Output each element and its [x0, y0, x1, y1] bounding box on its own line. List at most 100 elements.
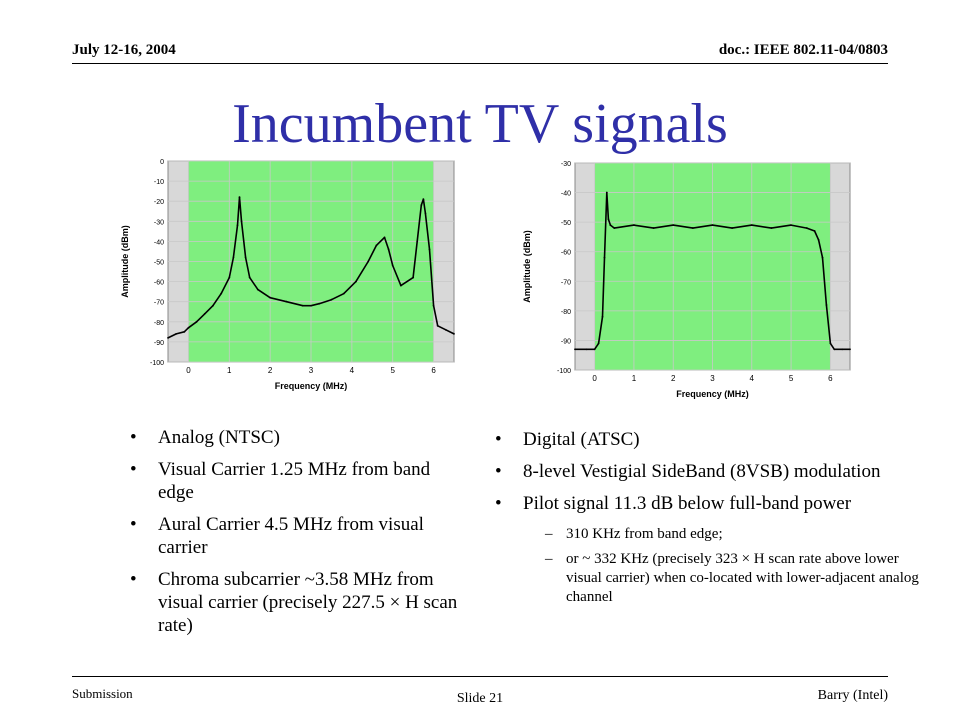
x-tick-label: 6	[431, 366, 436, 375]
bullet-item: Chroma subcarrier ~3.58 MHz from visual …	[128, 568, 463, 637]
y-tick-label: -60	[561, 250, 571, 257]
x-axis-label: Frequency (MHz)	[676, 389, 749, 399]
data-point	[367, 260, 370, 263]
data-point	[310, 304, 312, 307]
data-point	[175, 332, 178, 335]
data-point	[383, 236, 386, 239]
y-axis-label: Amplitude (dBm)	[120, 225, 130, 298]
sub-bullet-item: or ~ 332 KHz (precisely 323 × H scan rat…	[523, 550, 923, 607]
y-tick-label: -40	[154, 239, 164, 246]
data-point	[436, 324, 439, 327]
data-point	[391, 264, 394, 267]
data-point	[420, 204, 423, 207]
data-point	[711, 224, 714, 226]
y-tick-label: -30	[154, 219, 164, 226]
data-point	[183, 330, 186, 333]
y-tick-label: -100	[557, 368, 571, 375]
data-point	[422, 198, 425, 201]
y-tick-label: -60	[154, 280, 164, 287]
data-point	[672, 224, 675, 226]
data-point	[813, 230, 816, 232]
x-tick-label: 4	[350, 366, 355, 375]
data-point	[849, 348, 851, 351]
footer-author: Barry (Intel)	[817, 688, 888, 703]
y-tick-label: -40	[561, 191, 571, 198]
data-point	[238, 196, 241, 199]
data-point	[453, 332, 455, 335]
data-point	[187, 326, 190, 329]
data-point	[605, 191, 608, 194]
data-point	[593, 348, 596, 351]
data-point	[731, 227, 734, 229]
data-point	[652, 227, 655, 229]
data-point	[342, 292, 345, 295]
x-tick-label: 1	[632, 374, 637, 383]
digital-bullet-list: Digital (ATSC) 8-level Vestigial SideBan…	[493, 428, 923, 616]
y-tick-label: -90	[154, 340, 164, 347]
x-tick-label: 1	[227, 366, 232, 375]
x-tick-label: 0	[592, 374, 597, 383]
data-point	[318, 302, 321, 305]
data-point	[244, 256, 247, 259]
data-point	[841, 348, 844, 351]
data-point	[770, 227, 773, 229]
data-point	[236, 224, 239, 227]
footer-divider	[72, 676, 888, 677]
data-point	[424, 212, 427, 215]
data-point	[269, 296, 272, 299]
data-point	[432, 304, 435, 307]
data-point	[248, 276, 251, 279]
x-tick-label: 2	[268, 366, 273, 375]
chart-svg: 0 1 2 3 4 5 6 -30 -40 -50 -60 -70 -80 -90 -100 Frequenc…	[522, 161, 851, 399]
data-point	[607, 218, 610, 221]
data-point	[203, 312, 206, 315]
x-tick-label: 4	[750, 374, 755, 383]
x-tick-label: 0	[186, 366, 191, 375]
bullet-item: Aural Carrier 4.5 MHz from visual carrie…	[128, 513, 463, 559]
analog-bullet-list: Analog (NTSC) Visual Carrier 1.25 MHz fr…	[128, 426, 463, 646]
x-tick-label: 6	[828, 374, 833, 383]
data-point	[601, 315, 604, 318]
data-point	[375, 244, 378, 247]
atsc-spectrum-chart: 0 1 2 3 4 5 6 -30 -40 -50 -60 -70 -80 -90 -100 Frequenc…	[520, 155, 860, 405]
y-tick-label: -50	[154, 260, 164, 267]
data-point	[330, 298, 333, 301]
data-point	[301, 304, 304, 307]
ntsc-spectrum-chart: 0 1 2 3 4 5 6 0 -10 -20 -30 -40 -50 -60 -70 -80 -90 -100 F…	[118, 153, 458, 405]
data-point	[585, 348, 588, 351]
data-point	[825, 304, 828, 306]
sub-bullet-item: 310 KHz from band edge;	[523, 525, 923, 544]
data-point	[613, 227, 616, 229]
data-point	[597, 342, 600, 345]
data-point	[167, 336, 169, 339]
y-tick-label: -80	[154, 320, 164, 327]
x-tick-label: 3	[710, 374, 715, 383]
y-tick-label: -70	[561, 279, 571, 286]
data-point	[256, 288, 259, 291]
data-point	[750, 224, 753, 226]
data-point	[416, 240, 419, 243]
footer-submission: Submission	[72, 686, 133, 701]
data-point	[833, 348, 836, 351]
data-point	[412, 276, 415, 279]
data-point	[817, 238, 820, 241]
series-line	[167, 196, 455, 339]
data-point	[790, 224, 792, 226]
data-point	[212, 304, 214, 307]
header-doc-number: doc.: IEEE 802.11-04/0803	[718, 42, 888, 58]
data-point	[195, 320, 198, 323]
x-axis-label: Frequency (MHz)	[275, 381, 348, 391]
y-tick-label: -70	[154, 300, 164, 307]
data-point	[240, 220, 243, 223]
data-point	[428, 248, 431, 251]
series-line	[575, 191, 850, 351]
data-point	[691, 227, 694, 229]
y-tick-label: -90	[561, 338, 571, 345]
data-point	[228, 276, 231, 279]
y-tick-label: -30	[561, 161, 571, 168]
y-tick-label: -80	[561, 309, 571, 316]
data-point	[444, 328, 447, 331]
bullet-item: 8-level Vestigial SideBand (8VSB) modula…	[493, 460, 923, 483]
slide-title: Incumbent TV signals	[232, 93, 728, 155]
header-divider	[72, 63, 888, 64]
